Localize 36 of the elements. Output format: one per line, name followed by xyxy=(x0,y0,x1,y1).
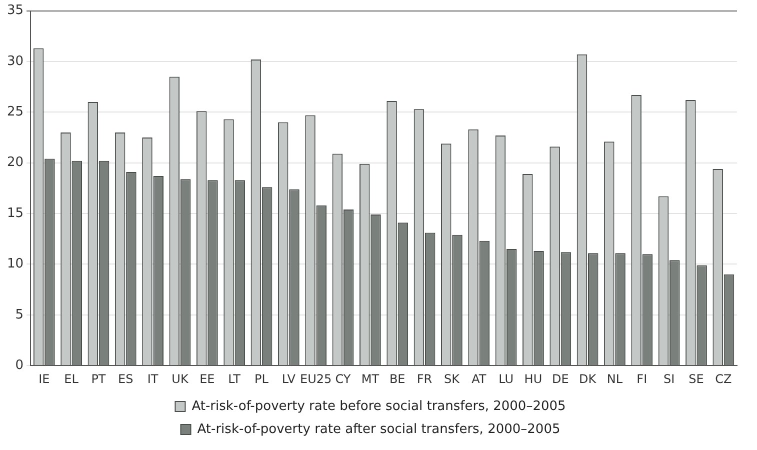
y-tick-label: 0 xyxy=(15,358,24,373)
y-tick-label: 25 xyxy=(6,104,24,120)
x-tick-label: FI xyxy=(636,372,648,386)
x-tick-label: AT xyxy=(472,372,487,386)
x-tick-label: LT xyxy=(228,372,242,386)
x-tick-label: PT xyxy=(91,372,106,386)
x-tick-label: SK xyxy=(444,372,461,386)
x-tick-label: DE xyxy=(552,372,569,386)
x-tick-label: DK xyxy=(579,372,598,386)
x-tick-label: EL xyxy=(64,372,79,386)
y-tick-label: 15 xyxy=(6,206,24,221)
y-tick-label: 30 xyxy=(6,54,24,69)
x-tick-label: UK xyxy=(172,372,190,386)
x-tick-label: SI xyxy=(663,372,675,386)
x-tick-label: IT xyxy=(147,372,159,386)
x-tick-label: EE xyxy=(200,372,215,386)
x-tick-label: BE xyxy=(389,372,406,386)
x-tick-label: FR xyxy=(416,372,432,386)
y-tick-label: 10 xyxy=(6,256,24,272)
x-tick-label: HU xyxy=(524,372,542,386)
legend-label: At-risk-of-poverty rate after social transfers, 2000–2005 xyxy=(197,422,560,437)
x-tick-label: SE xyxy=(688,372,704,386)
x-tick-label: MT xyxy=(361,372,380,386)
x-tick-label: NL xyxy=(606,372,623,386)
legend-label: At-risk-of-poverty rate before social transfers, 2000–2005 xyxy=(192,398,566,414)
x-tick-label: CZ xyxy=(715,372,732,386)
x-tick-label: CY xyxy=(335,372,352,386)
y-tick-label: 20 xyxy=(6,155,24,170)
y-tick-label: 5 xyxy=(15,307,24,322)
x-tick-label: ES xyxy=(118,372,134,386)
x-tick-label: IE xyxy=(38,372,50,386)
x-tick-label: LV xyxy=(282,372,296,386)
x-tick-label: PL xyxy=(254,372,269,386)
x-tick-label: LU xyxy=(498,372,514,386)
x-tick-label: EU25 xyxy=(300,372,332,386)
y-tick-label: 35 xyxy=(6,3,24,18)
